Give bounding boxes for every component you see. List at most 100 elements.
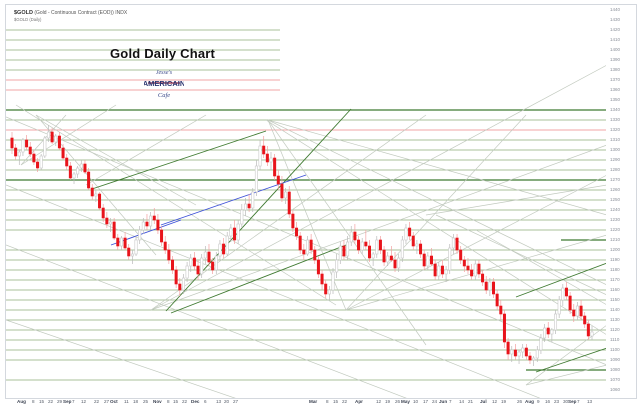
date-tick-label: 15	[173, 399, 179, 404]
price-tick-label: 1370	[610, 77, 621, 82]
down-candle	[422, 253, 426, 267]
up-candle	[327, 289, 331, 295]
down-candle	[320, 273, 324, 285]
up-candle	[386, 255, 390, 263]
price-tick-label: 1110	[610, 337, 620, 342]
date-tick-label: 22	[48, 399, 54, 404]
date-tick-label: Sep	[63, 399, 72, 404]
up-candle	[181, 277, 185, 291]
trend-line	[165, 108, 352, 312]
date-tick-label: 13	[216, 399, 222, 404]
up-candle	[371, 253, 375, 259]
down-candle	[28, 146, 32, 155]
price-tick-label: 1300	[610, 147, 621, 152]
date-tick-label: May	[401, 399, 410, 404]
up-candle	[349, 231, 353, 243]
up-candle	[335, 259, 339, 273]
date-tick-label: 22	[182, 399, 188, 404]
price-tick-label: 1210	[610, 237, 621, 242]
up-candle	[189, 257, 193, 267]
date-tick-label: Aug	[525, 399, 534, 404]
up-candle	[43, 137, 47, 157]
price-tick-label: 1100	[610, 347, 620, 352]
date-axis: Aug 8 15 22 29 Sep 7 12 22 27 Oct 11 18 25 Nov 8 15 22 Dec…	[5, 397, 606, 409]
down-candle	[222, 243, 226, 255]
down-candle	[583, 315, 587, 325]
down-candle	[298, 235, 302, 251]
price-tick-label: 1060	[610, 387, 621, 392]
price-axis: 1440 1430 1420 1410 1400 1390 1380 1370 1360 1350…	[606, 4, 637, 399]
up-candle	[21, 139, 25, 153]
down-candle	[247, 203, 251, 209]
down-candle	[586, 323, 590, 337]
up-candle	[254, 165, 258, 193]
down-candle	[287, 191, 291, 215]
down-candle	[499, 305, 503, 315]
price-tick-label: 1120	[610, 327, 620, 332]
up-candle	[557, 299, 561, 315]
price-tick-label: 1360	[610, 87, 621, 92]
down-candle	[174, 269, 178, 285]
down-candle	[123, 237, 127, 249]
price-tick-label: 1130	[610, 317, 620, 322]
up-candle	[517, 351, 521, 357]
down-candle	[470, 269, 474, 277]
fan-line	[345, 114, 527, 311]
fan-line	[85, 114, 207, 186]
date-tick-label: 16	[545, 399, 551, 404]
fan-line	[345, 174, 607, 311]
down-candle	[101, 207, 105, 219]
down-candle	[572, 309, 576, 317]
down-candle	[309, 239, 313, 251]
price-tick-label: 1140	[610, 307, 620, 312]
down-candle	[83, 163, 87, 173]
down-candle	[50, 131, 54, 143]
down-candle	[459, 249, 463, 261]
fan-line	[435, 214, 607, 296]
up-candle	[79, 163, 83, 169]
up-candle	[488, 281, 492, 291]
price-tick-label: 1150	[610, 297, 620, 302]
price-tick-label: 1190	[610, 257, 620, 262]
up-candle	[415, 243, 419, 247]
date-tick-label: 19	[385, 399, 391, 404]
down-candle	[178, 283, 182, 291]
down-candle	[98, 193, 102, 209]
down-candle	[233, 227, 237, 241]
down-candle	[564, 287, 568, 297]
down-candle	[477, 263, 481, 275]
trend-line	[535, 347, 607, 373]
date-tick-label: Aug	[17, 399, 26, 404]
up-candle	[444, 269, 448, 275]
down-candle	[57, 135, 61, 149]
date-tick-label: 7	[449, 399, 452, 404]
up-candle	[338, 245, 342, 261]
down-candle	[411, 235, 415, 247]
down-candle	[324, 283, 328, 295]
date-tick-label: 30	[563, 399, 569, 404]
up-candle	[550, 329, 554, 335]
price-tick-label: 1240	[610, 207, 621, 212]
up-candle	[94, 193, 98, 197]
down-candle	[211, 261, 215, 271]
fan-line	[475, 229, 607, 306]
up-candle	[46, 131, 50, 139]
date-tick-label: 11	[124, 399, 129, 404]
price-tick-label: 1070	[610, 377, 621, 382]
price-tick-label: 1230	[610, 217, 621, 222]
down-candle	[145, 221, 149, 227]
symbol-label: $GOLD	[14, 10, 33, 16]
up-candle	[510, 349, 514, 355]
down-candle	[367, 245, 371, 259]
fan-line	[525, 364, 607, 386]
up-candle	[331, 271, 335, 291]
up-candle	[54, 135, 58, 143]
up-candle	[305, 239, 309, 255]
price-tick-label: 1380	[610, 67, 621, 72]
up-candle	[375, 239, 379, 255]
down-candle	[433, 263, 437, 277]
price-tick-label: 1350	[610, 97, 621, 102]
svg-text:Jesse's: Jesse's	[156, 70, 173, 76]
date-tick-label: 19	[501, 399, 507, 404]
chart-header: $GOLD (Gold - Continuous Contract (EOD))…	[14, 10, 127, 16]
